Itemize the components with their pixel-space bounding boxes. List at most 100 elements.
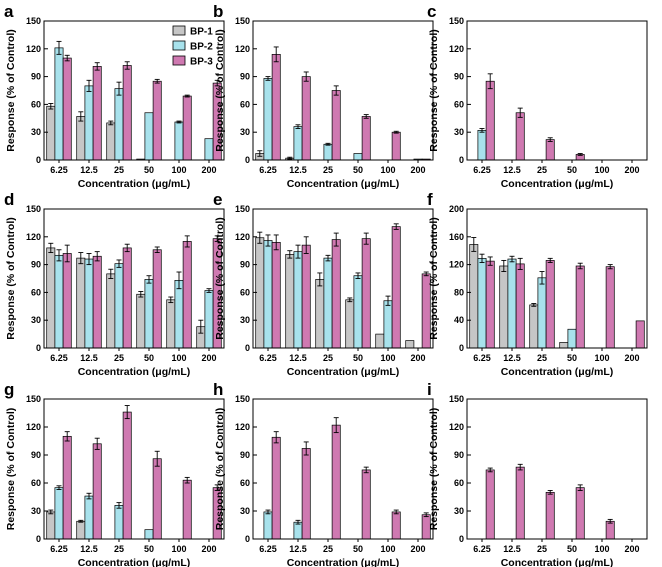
y-axis-label: Response (% of Control) [214,408,226,531]
y-tick-label: 0 [36,343,41,353]
x-tick-label: 200 [201,353,216,363]
y-axis-label: Response (% of Control) [5,217,17,340]
panel-letter: b [213,2,223,21]
x-tick-label: 25 [114,165,124,175]
panel-d: d 0 30 60 90 120 150 6.25 12.5 25 50 100 200 Concentr… [4,190,225,378]
bar-bp-3-25 [331,239,341,349]
bar-bp-3-100 [605,266,615,349]
panel-letter: i [427,380,432,399]
bar-bp-2-50 [567,328,577,349]
bar-bp-3-12.5 [92,66,102,161]
y-tick-label: 120 [26,232,41,242]
x-tick-label: 12.5 [503,353,521,363]
y-tick-label: 60 [31,478,41,488]
x-tick-label: 100 [171,165,186,175]
bar-bp-3-25 [122,411,132,540]
bar-bp-3-12.5 [301,448,311,540]
bar-bp-2-12.5 [84,85,94,161]
y-tick-label: 120 [449,44,464,54]
x-tick-label: 200 [201,544,216,554]
legend-swatch-bp-3 [172,55,186,66]
panel-i: i 0 30 60 90 120 150 6.25 12.5 25 50 100 200 Concentr… [427,380,648,567]
bar-bp-3-25 [331,424,341,540]
plot-frame [466,20,648,161]
y-tick-label: 120 [26,422,41,432]
bar-bp-3-25 [122,247,132,349]
x-tick-label: 25 [114,544,124,554]
x-tick-label: 12.5 [80,165,98,175]
y-tick-label: 60 [454,478,464,488]
x-tick-label: 100 [594,353,609,363]
x-tick-label: 6.25 [259,353,277,363]
panel-c: c 0 30 60 90 120 150 6.25 12.5 25 50 100 200 Concentr… [427,2,648,190]
x-tick-label: 200 [201,165,216,175]
bar-bp-1-50 [136,293,146,349]
y-tick-label: 60 [31,99,41,109]
bar-bp-1-6.25 [469,244,479,349]
bar-bp-3-6.25 [271,436,281,540]
y-tick-label: 90 [31,450,41,460]
x-tick-label: 25 [323,544,333,554]
plot-frame [252,398,434,540]
bar-bp-3-50 [361,116,371,161]
x-tick-label: 6.25 [473,165,491,175]
x-tick-label: 50 [144,353,154,363]
x-tick-label: 12.5 [503,544,521,554]
y-tick-label: 60 [31,287,41,297]
bar-bp-1-12.5 [499,265,509,349]
bar-bp-3-6.25 [62,435,72,540]
bar-bp-2-25 [323,143,333,161]
bar-bp-3-6.25 [485,260,495,349]
bar-bp-3-100 [182,241,192,349]
y-axis-label: Response (% of Control) [214,217,226,340]
bar-bp-2-50 [353,153,363,161]
y-tick-label: 80 [454,287,464,297]
y-tick-label: 120 [449,422,464,432]
y-tick-label: 0 [459,534,464,544]
bar-bp-1-12.5 [76,257,86,349]
panel-e: e 0 30 60 90 120 150 6.25 12.5 25 50 100 200 Concentr… [213,190,434,378]
bar-bp-3-100 [182,95,192,161]
legend-label-bp-2: BP-2 [190,42,213,53]
panel-letter: e [213,190,222,209]
y-tick-label: 60 [240,99,250,109]
y-tick-label: 0 [245,155,250,165]
y-tick-label: 150 [26,394,41,404]
plot-frame [252,20,434,161]
y-tick-label: 30 [31,127,41,137]
bar-bp-2-25 [323,257,333,349]
bar-bp-3-50 [575,265,585,349]
x-tick-label: 6.25 [50,544,68,554]
x-tick-label: 50 [567,353,577,363]
y-tick-label: 150 [235,394,250,404]
legend-label-bp-1: BP-1 [190,27,213,38]
y-tick-label: 120 [449,260,464,270]
bar-bp-1-100 [375,333,385,349]
bar-bp-3-25 [545,491,555,540]
x-tick-label: 12.5 [289,165,307,175]
y-tick-label: 90 [240,260,250,270]
y-axis-label: Response (% of Control) [428,408,440,531]
panel-a: a 0 30 60 90 120 150 6.25 12.5 25 50 100 200 Concentr… [4,2,225,190]
bar-bp-3-50 [575,487,585,540]
bar-bp-3-6.25 [62,57,72,161]
bar-bp-3-12.5 [515,112,525,161]
panel-letter: h [213,380,223,399]
panel-b: b 0 30 60 90 120 150 6.25 12.5 25 50 100 200 Concentr… [213,2,434,190]
panel-letter: c [427,2,436,21]
bar-bp-1-100 [166,299,176,349]
x-tick-label: 25 [323,165,333,175]
plot-frame [43,398,225,540]
plot-frame [466,398,648,540]
bar-bp-3-100 [391,511,401,540]
bar-bp-1-25 [315,279,325,349]
bar-bp-3-25 [545,260,555,349]
bar-bp-3-6.25 [485,80,495,161]
x-tick-label: 6.25 [259,165,277,175]
y-tick-label: 150 [235,16,250,26]
x-axis-label: Concentration (μg/mL) [287,366,400,378]
y-tick-label: 90 [454,450,464,460]
x-tick-label: 100 [380,353,395,363]
bar-bp-2-100 [174,121,184,161]
y-tick-label: 90 [454,72,464,82]
